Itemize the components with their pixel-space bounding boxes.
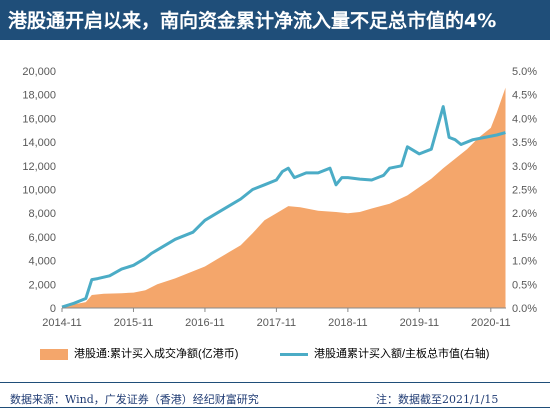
y-right-tick-label: 0.0% [512,303,537,315]
y-left-tick-label: 0 [50,303,56,315]
y-right-tick-label: 3.0% [512,161,537,173]
area-series [62,87,506,308]
axes-layer: 0 2,000 4,000 6,000 8,000 10,000 12,000 14,000 1… [22,66,537,329]
y-right-tick-label: 0.5% [512,279,537,291]
y-right-tick-label: 2.5% [512,185,537,197]
y-left-tick-label: 2,000 [28,279,56,291]
y-left-tick-label: 20,000 [22,66,56,78]
y-right-tick-label: 5.0% [512,66,537,78]
legend-line-label: 港股通累计买入额/主板总市值(右轴) [314,348,490,360]
legend-line: 港股通累计买入额/主板总市值(右轴) [280,345,489,361]
y-right-tick-label: 4.5% [512,90,537,102]
legend-line-swatch [280,352,308,356]
footer-source: 数据来源：Wind，广发证券（香港）经纪财富研究 [10,393,259,406]
legend-area-swatch [40,348,68,360]
area-layer [62,87,506,308]
x-tick-label: 2014-11 [42,317,82,329]
line-series [61,105,506,309]
x-tick-label: 2015-11 [114,317,154,329]
y-left-tick-label: 6,000 [28,232,56,244]
x-tick-label: 2020-11 [471,317,511,329]
y-right-tick-label: 1.0% [512,256,537,268]
y-left-tick-label: 14,000 [22,137,56,149]
y-left-tick-label: 8,000 [28,208,56,220]
y-left-tick-label: 4,000 [28,256,56,268]
y-right-tick-label: 3.5% [512,137,537,149]
x-tick-label: 2019-11 [400,317,440,329]
x-tick-label: 2016-11 [185,317,225,329]
line-layer [61,105,506,309]
y-right-tick-label: 1.5% [512,232,537,244]
legend-area-label: 港股通:累计买入成交净额(亿港币) [74,348,239,360]
footer-rule-bottom [0,407,550,408]
y-left-tick-label: 16,000 [22,113,56,125]
title-bar: 港股通开启以来，南向资金累计净流入量不足总市值的4% [0,0,550,40]
y-left-tick-label: 18,000 [22,90,56,102]
y-right-tick-label: 2.0% [512,208,537,220]
y-left-tick-label: 10,000 [22,185,56,197]
chart: 0 2,000 4,000 6,000 8,000 10,000 12,000 14,000 1… [22,66,537,329]
footer-rule-top [0,382,550,383]
x-tick-label: 2018-11 [328,317,368,329]
page-title: 港股通开启以来，南向资金累计净流入量不足总市值的4% [8,10,497,32]
y-right-tick-label: 4.0% [512,113,537,125]
legend-area: 港股通:累计买入成交净额(亿港币) [40,345,238,361]
y-left-tick-label: 12,000 [22,161,56,173]
footer-note: 注：数据截至2021/1/15 [376,393,499,406]
x-tick-label: 2017-11 [257,317,297,329]
